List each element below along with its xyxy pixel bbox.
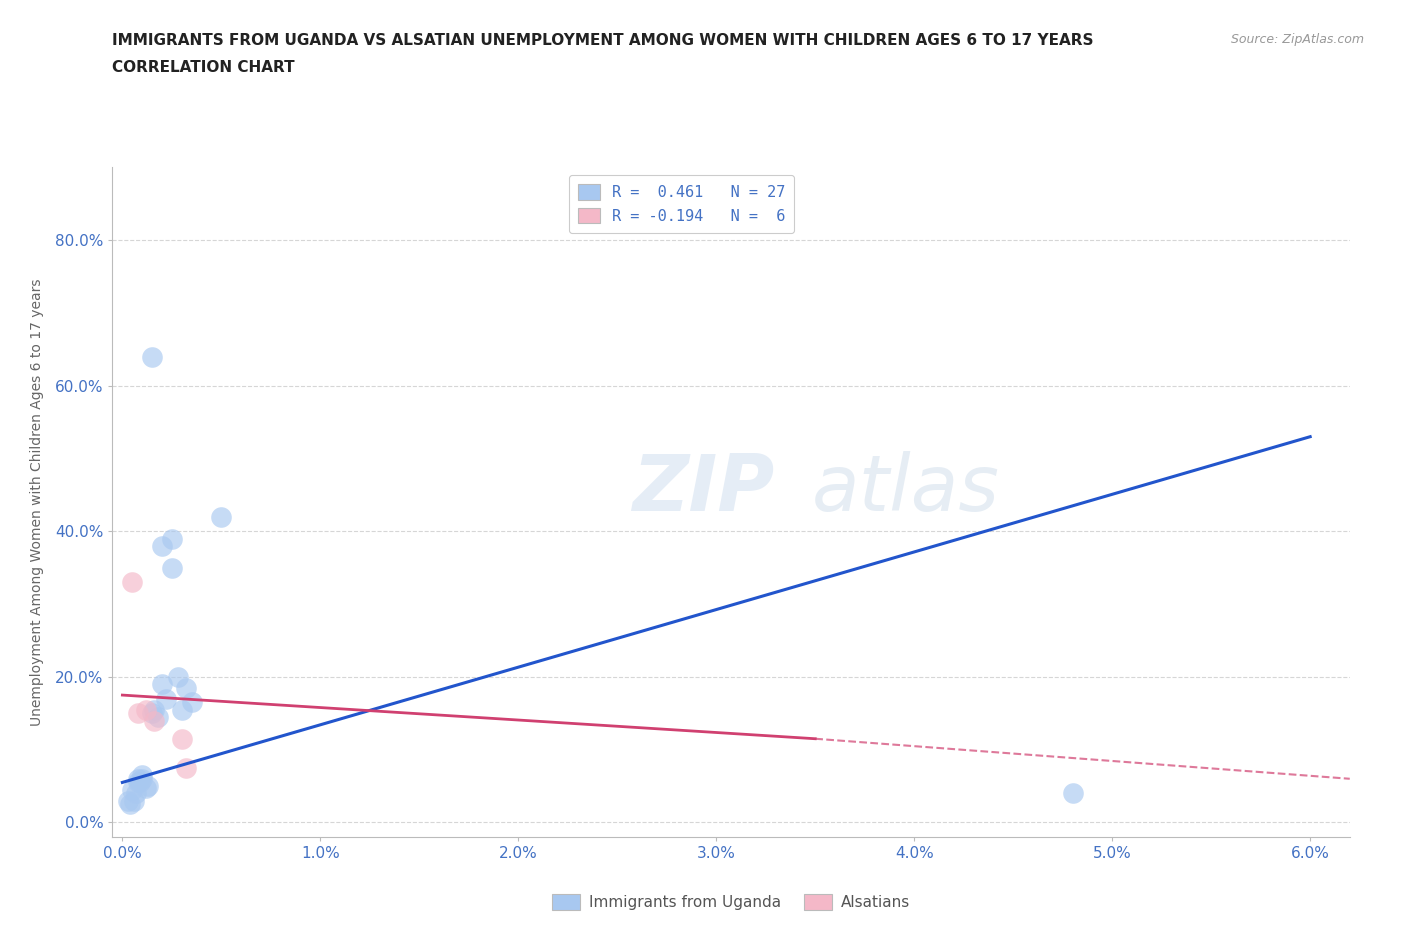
Point [136, 778, 159, 793]
Point [160, 560, 183, 575]
Point [160, 531, 183, 546]
Point [131, 767, 153, 782]
Point [150, 677, 173, 692]
Point [150, 538, 173, 553]
Point [127, 706, 149, 721]
Point [135, 702, 157, 717]
Text: atlas: atlas [811, 451, 1000, 526]
Point [141, 349, 163, 364]
Point [180, 695, 202, 710]
Point [170, 702, 193, 717]
Point [146, 710, 169, 724]
Text: CORRELATION CHART: CORRELATION CHART [112, 60, 295, 75]
Point [120, 797, 142, 812]
Point [117, 793, 139, 808]
Point [143, 702, 166, 717]
Point [174, 681, 197, 696]
Point [122, 793, 145, 808]
Point [155, 691, 177, 706]
Text: IMMIGRANTS FROM UGANDA VS ALSATIAN UNEMPLOYMENT AMONG WOMEN WITH CHILDREN AGES 6: IMMIGRANTS FROM UGANDA VS ALSATIAN UNEMP… [112, 33, 1094, 47]
Point [143, 713, 166, 728]
Point [131, 771, 153, 786]
Point [121, 575, 143, 590]
Point [125, 786, 148, 801]
Point [1062, 786, 1084, 801]
Point [135, 780, 157, 795]
Point [209, 510, 232, 525]
Text: ZIP: ZIP [633, 451, 775, 526]
Y-axis label: Unemployment Among Women with Children Ages 6 to 17 years: Unemployment Among Women with Children A… [30, 278, 44, 726]
Legend: Immigrants from Uganda, Alsatians: Immigrants from Uganda, Alsatians [546, 888, 917, 916]
Text: Source: ZipAtlas.com: Source: ZipAtlas.com [1230, 33, 1364, 46]
Point [127, 775, 149, 790]
Point [129, 775, 152, 790]
Point [170, 731, 193, 746]
Point [166, 670, 188, 684]
Point [141, 706, 163, 721]
Point [127, 771, 149, 786]
Point [174, 761, 197, 776]
Point [121, 782, 143, 797]
